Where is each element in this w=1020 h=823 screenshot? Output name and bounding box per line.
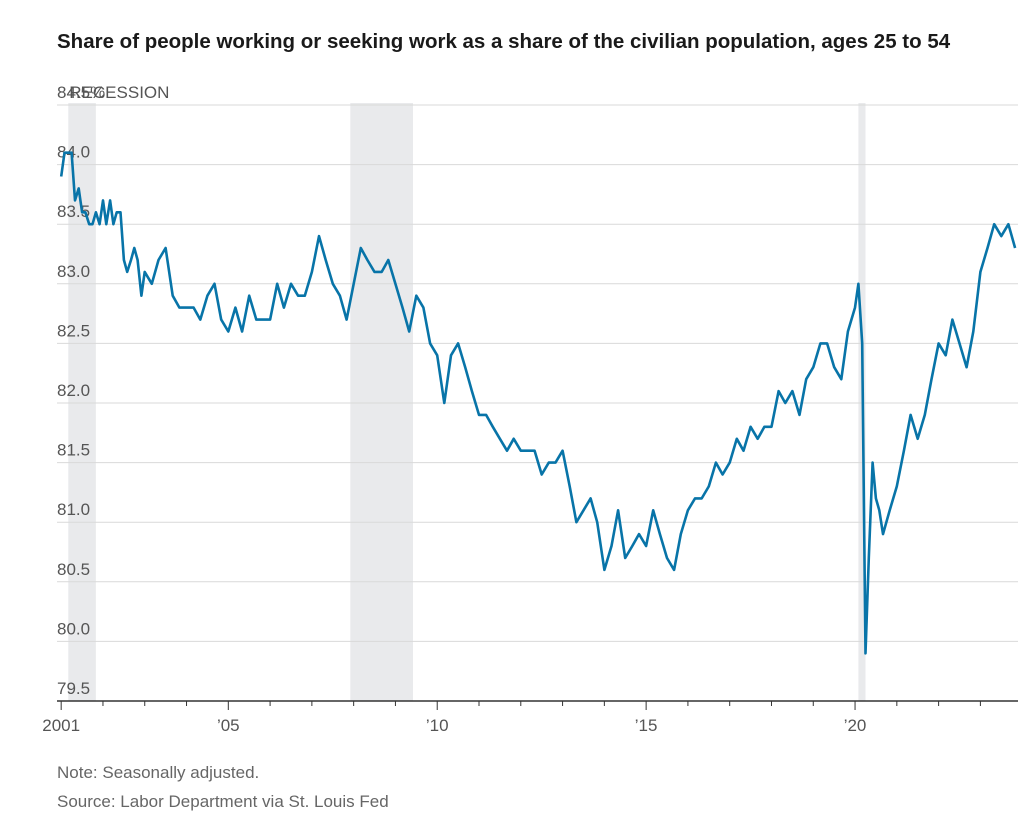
y-tick-label: 79.5 xyxy=(57,679,90,698)
gridlines xyxy=(57,104,1018,642)
line-chart: 79.580.080.581.081.582.082.583.083.584.0… xyxy=(42,83,1018,735)
chart-title: Share of people working or seeking work … xyxy=(57,30,951,53)
y-tick-label: 84.5% xyxy=(57,83,105,102)
note-text: Note: Seasonally adjusted. xyxy=(57,763,260,782)
recession-label: RECESSION xyxy=(69,83,169,102)
x-tick-label: ’10 xyxy=(426,716,449,735)
y-tick-label: 82.5 xyxy=(57,321,90,340)
series-line xyxy=(59,151,1017,655)
recession-band-2 xyxy=(350,103,413,701)
recession-band-1 xyxy=(68,103,96,701)
y-tick-label: 81.5 xyxy=(57,441,90,460)
y-tick-label: 83.0 xyxy=(57,262,90,281)
x-tick-label: ’05 xyxy=(217,716,240,735)
y-tick-label: 80.5 xyxy=(57,560,90,579)
recession-bands xyxy=(68,103,866,701)
y-tick-label: 81.0 xyxy=(57,500,90,519)
y-axis-labels: 79.580.080.581.081.582.082.583.083.584.0… xyxy=(57,83,105,698)
chart-notes: Note: Seasonally adjusted. Source: Labor… xyxy=(57,758,389,816)
y-tick-label: 84.0 xyxy=(57,143,90,162)
x-axis-ticks: 2001 ’05 ’10 ’15 ’20 xyxy=(42,701,981,735)
x-tick-label: ’15 xyxy=(635,716,658,735)
x-tick-label: 2001 xyxy=(42,716,80,735)
y-tick-label: 82.0 xyxy=(57,381,90,400)
source-text: Source: Labor Department via St. Louis F… xyxy=(57,792,389,811)
x-tick-label: ’20 xyxy=(844,716,867,735)
y-tick-label: 80.0 xyxy=(57,619,90,638)
